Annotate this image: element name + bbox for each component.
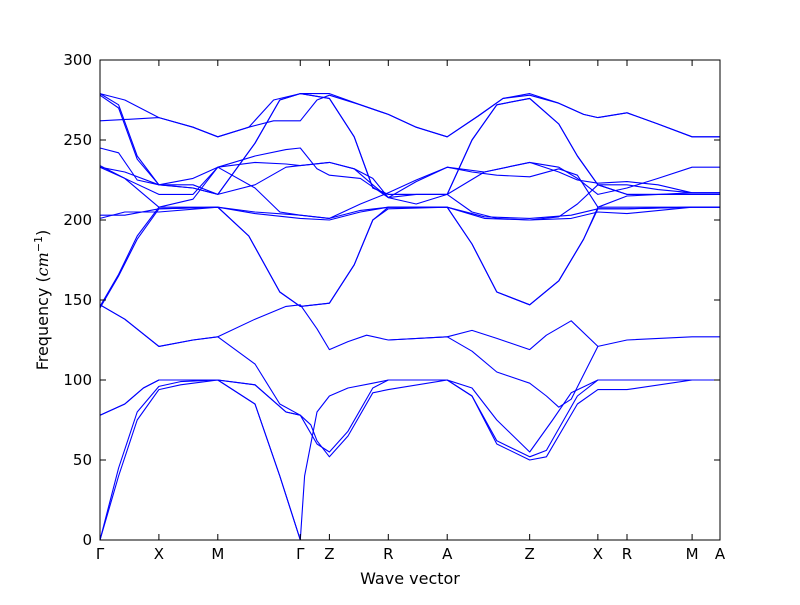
band-10 — [99, 206, 720, 307]
x-tick-label-7: A — [442, 545, 453, 563]
band-4 — [99, 379, 720, 458]
y-axis-label: Frequency (cm−1) — [32, 230, 53, 371]
y-tick-label-6: 250 — [63, 131, 92, 149]
band-7 — [99, 304, 301, 416]
x-tick-label-9: X — [593, 545, 603, 563]
band-8 — [388, 336, 599, 408]
x-tick-label-1: Γ — [96, 545, 105, 563]
y-ticks: 0 50 100 150 200 250 300 — [63, 51, 720, 549]
series-layer — [99, 93, 720, 541]
x-tick-label-11: M — [686, 545, 699, 563]
x-tick-label-4: Γ — [296, 545, 305, 563]
y-axis-label-prefix: Frequency ( — [33, 276, 52, 370]
x-tick-label-2: X — [154, 545, 164, 563]
y-tick-label-4: 150 — [63, 291, 92, 309]
x-tick-label-12: A — [715, 545, 726, 563]
y-axis-label-exponent: −1 — [32, 236, 45, 252]
x-tick-label-3: M — [211, 545, 224, 563]
band-13 — [99, 166, 720, 219]
x-tick-label-8: Z — [525, 545, 535, 563]
band-12 — [100, 206, 720, 219]
y-tick-label-7: 300 — [63, 51, 92, 69]
y-axis-label-suffix: ) — [33, 230, 52, 236]
band-20 — [99, 93, 720, 195]
y-tick-label-1: 0 — [82, 531, 92, 549]
y-tick-label-2: 50 — [73, 451, 92, 469]
y-tick-label-3: 100 — [63, 371, 92, 389]
x-tick-label-5: Z — [324, 545, 334, 563]
x-tick-label-10: R — [622, 545, 632, 563]
y-tick-label-5: 200 — [63, 211, 92, 229]
x-axis-label: Wave vector — [360, 569, 460, 588]
band-18 — [99, 93, 720, 138]
band-2 — [99, 379, 301, 541]
x-tick-label-6: R — [383, 545, 393, 563]
y-axis-label-unit: cm — [33, 252, 52, 276]
band-5 — [100, 379, 720, 541]
